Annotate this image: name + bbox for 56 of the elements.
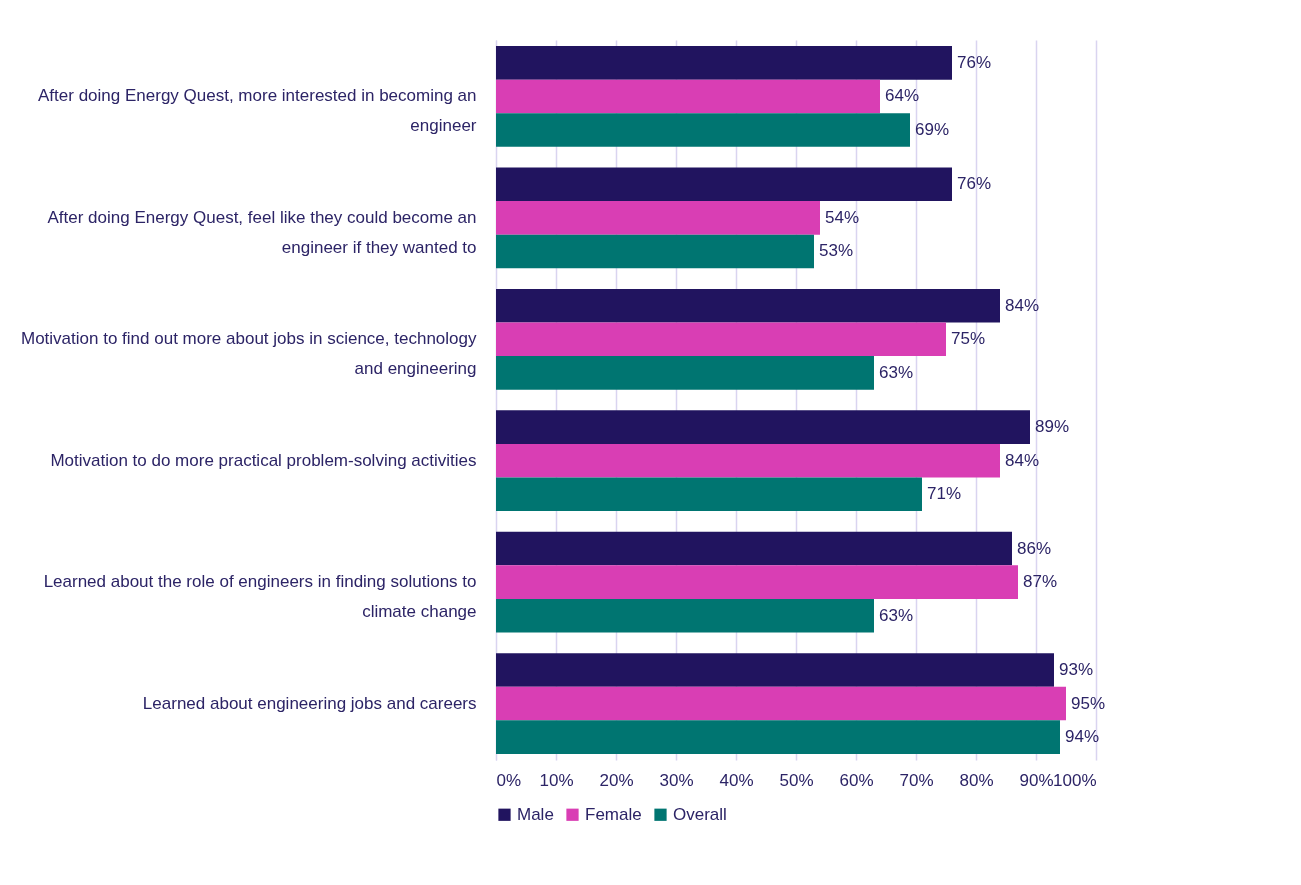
y-tick-label: Learned about engineering jobs and careers bbox=[142, 693, 477, 713]
x-tick-label: 40% bbox=[719, 770, 754, 790]
bar bbox=[496, 410, 1030, 444]
bar bbox=[496, 653, 1054, 687]
x-tick-label: 0% bbox=[496, 770, 522, 790]
data-label: 53% bbox=[819, 241, 854, 261]
x-tick-label: 60% bbox=[839, 770, 874, 790]
data-label: 71% bbox=[927, 484, 962, 504]
bar bbox=[496, 531, 1012, 566]
x-tick-label: 90% bbox=[1019, 770, 1054, 790]
x-tick-label: 30% bbox=[659, 770, 694, 790]
bar bbox=[496, 322, 946, 357]
bar bbox=[496, 565, 1018, 599]
x-tick-label: 20% bbox=[599, 770, 634, 790]
bar bbox=[496, 167, 952, 202]
legend-label: Overall bbox=[673, 804, 727, 824]
data-label: 63% bbox=[879, 605, 914, 625]
data-label: 95% bbox=[1071, 693, 1106, 713]
y-tick-label: Motivation to find out more about jobs in science, technology and engineering bbox=[21, 329, 477, 379]
bar bbox=[496, 201, 820, 235]
data-label: 64% bbox=[885, 86, 920, 106]
x-tick-label: 100% bbox=[1053, 770, 1097, 790]
data-label: 63% bbox=[879, 362, 914, 382]
data-label: 86% bbox=[1017, 538, 1052, 558]
data-label: 84% bbox=[1005, 295, 1040, 315]
y-tick-label: After doing Energy Quest, feel like they could become an engineer if they wanted to bbox=[47, 207, 477, 257]
data-label: 87% bbox=[1023, 572, 1058, 592]
y-tick-label: Motivation to do more practical problem-solving activities bbox=[50, 450, 477, 470]
bar bbox=[496, 720, 1060, 754]
data-label: 75% bbox=[951, 329, 986, 349]
bar bbox=[496, 79, 880, 114]
y-tick-label: After doing Energy Quest, more interested in becoming an engineer bbox=[38, 86, 477, 136]
x-tick-label: 50% bbox=[779, 770, 814, 790]
data-label: 69% bbox=[915, 120, 950, 140]
bar bbox=[496, 477, 922, 512]
data-label: 93% bbox=[1059, 659, 1094, 679]
y-tick-label: Learned about the role of engineers in finding solutions to climate change bbox=[43, 572, 477, 622]
bar bbox=[496, 113, 910, 147]
bar bbox=[496, 356, 874, 390]
data-label: 94% bbox=[1065, 727, 1100, 747]
data-label: 89% bbox=[1035, 417, 1070, 437]
x-tick-label: 10% bbox=[539, 770, 574, 790]
bar bbox=[496, 443, 1000, 478]
x-tick-label: 80% bbox=[959, 770, 994, 790]
data-label: 54% bbox=[825, 207, 860, 227]
bar bbox=[496, 598, 874, 633]
x-tick-label: 70% bbox=[899, 770, 934, 790]
legend-label: Female bbox=[585, 804, 642, 824]
bar bbox=[496, 288, 1000, 323]
bar bbox=[496, 686, 1066, 721]
data-label: 76% bbox=[957, 174, 992, 194]
legend-label: Male bbox=[517, 804, 554, 824]
data-label: 84% bbox=[1005, 450, 1040, 470]
bar bbox=[496, 234, 814, 269]
bar bbox=[496, 46, 952, 80]
data-label: 76% bbox=[957, 52, 992, 72]
